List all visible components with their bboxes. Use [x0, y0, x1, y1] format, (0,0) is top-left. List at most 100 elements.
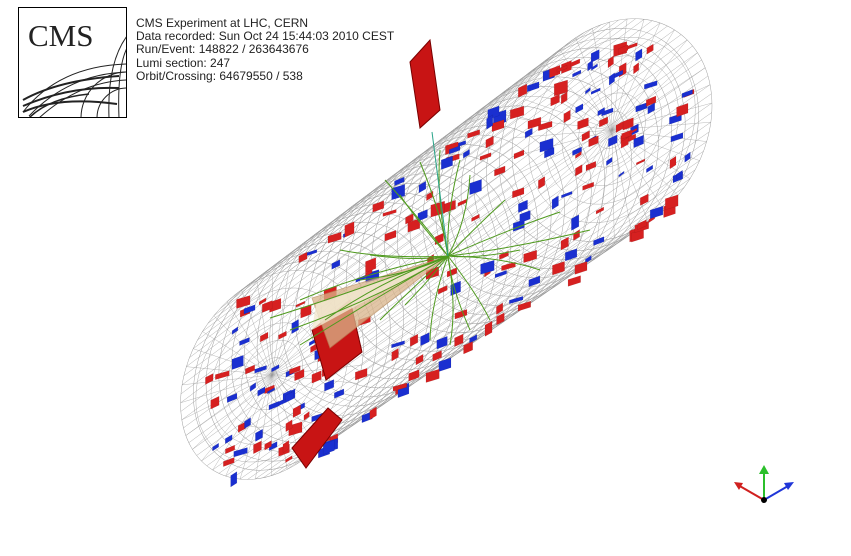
- calo-tower: [564, 248, 578, 262]
- calo-tower: [588, 135, 599, 148]
- calo-tower: [311, 370, 322, 384]
- calo-tower: [436, 335, 448, 350]
- mesh-ring: [486, 37, 686, 260]
- cms-logo-text: CMS: [28, 18, 93, 53]
- calo-tower: [513, 149, 525, 160]
- recorded-date: Data recorded: Sun Oct 24 15:44:03 2010 …: [136, 29, 395, 44]
- calo-tower: [285, 419, 293, 433]
- track: [379, 255, 449, 321]
- mesh-line: [360, 75, 709, 323]
- calo-tower: [469, 179, 482, 196]
- cms-logo: CMS: [18, 7, 127, 118]
- calo-tower: [591, 63, 598, 71]
- calo-tower: [646, 164, 654, 174]
- calo-tower: [243, 304, 256, 315]
- calo-tower: [257, 386, 266, 397]
- calo-tower: [561, 190, 573, 199]
- calo-tower: [282, 439, 290, 454]
- calo-tower: [292, 404, 301, 419]
- calo-tower: [585, 86, 591, 95]
- mesh-line: [363, 102, 713, 348]
- track: [447, 211, 561, 257]
- calo-tower: [484, 320, 493, 337]
- calo-tower: [382, 209, 397, 217]
- calo-tower: [391, 184, 406, 201]
- particle-tracks: [269, 131, 591, 346]
- calo-tower: [471, 213, 480, 223]
- mesh-line: [337, 34, 682, 285]
- mesh-line: [241, 37, 576, 291]
- calo-tower: [618, 44, 629, 55]
- endcap-ring: [561, 74, 663, 186]
- mesh-line: [202, 81, 535, 332]
- track: [447, 174, 471, 257]
- calo-tower: [327, 231, 342, 244]
- calo-tower: [391, 347, 399, 362]
- calo-tower: [496, 302, 504, 315]
- calo-tower: [606, 156, 613, 167]
- calo-tower: [595, 206, 605, 215]
- mesh-line: [272, 21, 610, 275]
- calo-tower: [528, 275, 541, 288]
- calo-tower: [449, 145, 461, 155]
- calo-tower: [467, 129, 480, 139]
- calo-tower: [684, 151, 691, 163]
- calo-tower: [295, 300, 306, 308]
- calo-tower: [665, 194, 679, 211]
- calo-tower: [635, 48, 643, 62]
- calo-tower: [607, 55, 614, 69]
- calo-tower: [560, 91, 568, 105]
- calo-tower: [254, 365, 267, 374]
- endcap-ring: [226, 322, 318, 428]
- calo-tower: [210, 395, 220, 410]
- calo-tower: [556, 64, 568, 73]
- mesh-line: [303, 19, 645, 272]
- track: [299, 255, 449, 346]
- calo-tower: [524, 127, 533, 139]
- calo-tower: [212, 442, 219, 452]
- calo-tower: [526, 81, 540, 93]
- calo-tower: [344, 221, 355, 238]
- calo-tower: [259, 331, 269, 343]
- calo-tower: [636, 158, 646, 166]
- calo-tower: [509, 105, 525, 120]
- calo-tower: [407, 218, 421, 233]
- calo-tower: [415, 353, 424, 366]
- calo-tower: [322, 439, 335, 455]
- mesh-line: [318, 22, 661, 275]
- calo-tower: [501, 261, 516, 272]
- muon-track: [431, 131, 449, 257]
- calo-tower: [446, 267, 458, 278]
- calo-tower: [244, 417, 251, 430]
- calo-tower: [267, 387, 275, 395]
- calo-tower: [509, 295, 524, 305]
- big-tower-bottom: [291, 407, 343, 469]
- calo-tower: [572, 146, 582, 156]
- calo-tower: [681, 89, 693, 99]
- calo-tower: [454, 309, 468, 320]
- calo-tower: [608, 72, 615, 86]
- calo-tower: [487, 105, 500, 120]
- calo-tower: [391, 340, 405, 349]
- track: [447, 255, 471, 331]
- calo-tower: [512, 187, 525, 199]
- track: [447, 255, 541, 271]
- calo-tower: [268, 400, 280, 411]
- mesh-line: [347, 45, 693, 295]
- calo-tower: [264, 440, 272, 451]
- calo-tower: [454, 333, 464, 348]
- endcap-ring: [210, 305, 334, 445]
- calo-tower: [480, 259, 495, 275]
- calo-tower: [575, 150, 582, 160]
- calo-tower: [261, 300, 273, 314]
- calo-tower: [669, 155, 677, 170]
- origin-dot: [761, 497, 767, 503]
- calo-tower: [226, 392, 238, 403]
- calo-tower: [294, 368, 305, 382]
- mesh-line: [311, 20, 653, 273]
- calo-tower: [486, 114, 494, 130]
- calo-tower: [289, 365, 301, 375]
- calo-tower: [245, 364, 255, 375]
- calo-tower: [644, 80, 658, 90]
- mesh-line: [287, 231, 632, 470]
